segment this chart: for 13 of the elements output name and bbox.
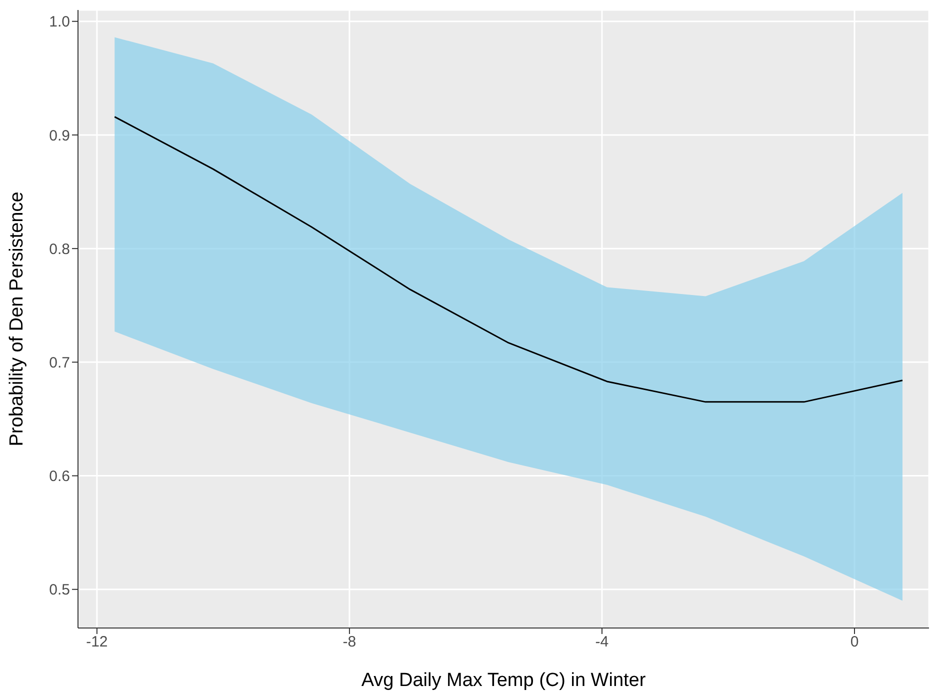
line-series — [114, 116, 904, 403]
x-tick-label: -4 — [595, 634, 609, 651]
y-tick-label: 0.8 — [49, 240, 70, 258]
x-axis-title: Avg Daily Max Temp (C) in Winter — [361, 670, 646, 691]
x-tick-label: -12 — [86, 634, 108, 651]
y-tick-label: 0.9 — [49, 127, 70, 144]
y-tick-label: 1.0 — [49, 14, 70, 31]
y-tick-label: 0.6 — [49, 468, 70, 486]
x-tick-label: -8 — [342, 634, 356, 651]
y-tick-label: 0.5 — [49, 582, 70, 599]
y-tick-label: 0.7 — [49, 354, 70, 372]
y-axis-title: Probability of Den Persistence — [6, 192, 28, 446]
x-tick-label: 0 — [850, 634, 859, 651]
